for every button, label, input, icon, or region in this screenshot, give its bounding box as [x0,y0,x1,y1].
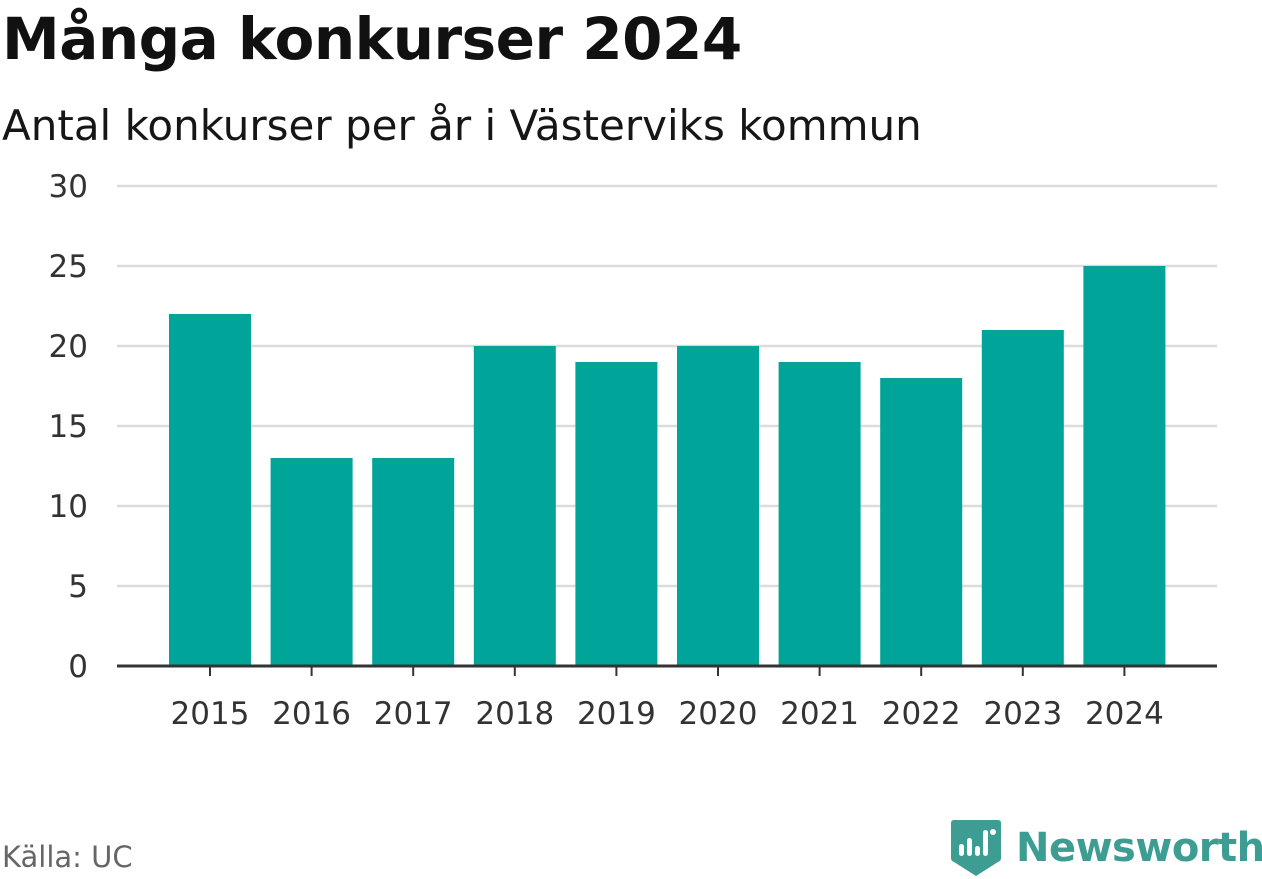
x-tick-label: 2021 [780,696,859,732]
bar-2017 [372,458,455,666]
source-note: Källa: UC [2,840,133,874]
x-tick-label: 2023 [983,696,1062,732]
x-tick-label: 2024 [1085,696,1164,732]
x-tick-label: 2020 [679,696,758,732]
y-tick-label: 20 [49,329,88,365]
x-tick-label: 2016 [272,696,351,732]
bar-2021 [778,362,861,666]
y-tick-label: 5 [68,569,88,605]
x-tick-label: 2015 [171,696,250,732]
bar-2015 [169,314,251,666]
bar-2023 [981,330,1064,666]
chart-subtitle: Antal konkurser per år i Västerviks komm… [2,101,922,150]
y-tick-label: 30 [49,169,88,205]
x-tick-label: 2017 [374,696,453,732]
chart-title: Många konkurser 2024 [2,5,742,73]
bars [169,266,1166,666]
newsworthy-logo-icon [951,820,1001,876]
brand-logo: Newsworthy [950,818,1262,878]
brand-name: Newsworthy [1016,825,1262,871]
bar-2024 [1083,266,1166,666]
bar-2020 [677,346,759,666]
bar-2016 [270,458,353,666]
axes [117,664,1217,676]
y-tick-label: 10 [49,489,88,525]
y-tick-label: 25 [49,249,88,285]
x-tick-label: 2019 [577,696,656,732]
bar-2022 [880,378,963,666]
y-tick-label: 0 [68,649,88,685]
tick-labels: 0 5 10 15 20 25 30 2015 2016 2017 2018 2019 2020 2021… [49,169,1164,732]
bar-2018 [473,346,556,666]
x-tick-label: 2022 [882,696,961,732]
x-tick-label: 2018 [475,696,554,732]
bar-2019 [575,362,658,666]
y-tick-label: 15 [49,409,88,445]
